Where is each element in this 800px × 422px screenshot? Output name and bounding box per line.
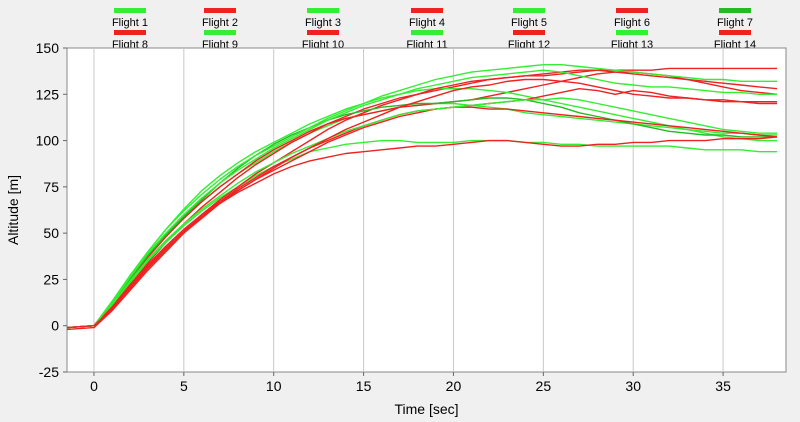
y-tick-label: 50 (43, 225, 59, 241)
y-axis-title: Altitude [m] (5, 175, 21, 245)
legend-swatch-flight-6 (616, 8, 648, 13)
x-axis-title: Time [sec] (394, 401, 458, 417)
legend-label-flight-6: Flight 6 (614, 17, 650, 29)
y-tick-label: 0 (51, 318, 59, 334)
legend-swatch-flight-14 (719, 30, 751, 35)
legend-swatch-flight-9 (204, 30, 236, 35)
x-tick-label: 15 (356, 378, 372, 394)
x-tick-label: 10 (266, 378, 282, 394)
legend-label-flight-5: Flight 5 (511, 17, 547, 29)
series-line-flight-11 (66, 97, 777, 329)
series-line-flight-6 (66, 69, 778, 329)
x-tick-label: 25 (536, 378, 552, 394)
legend-swatch-flight-4 (411, 8, 443, 13)
legend-swatch-flight-10 (307, 30, 339, 35)
series-group (66, 63, 778, 331)
legend-label-flight-3: Flight 3 (305, 17, 341, 29)
series-line-flight-13 (66, 69, 777, 329)
series-line-flight-12 (66, 136, 778, 329)
series-line-flight-3 (66, 139, 777, 329)
legend-label-flight-1: Flight 1 (112, 17, 148, 29)
x-tick-label: 20 (446, 378, 462, 394)
series-line-flight-14 (66, 78, 777, 329)
y-tick-label: 100 (36, 133, 60, 149)
y-tick-label: -25 (39, 364, 59, 380)
x-tick-label: 35 (715, 378, 731, 394)
legend-swatch-flight-11 (411, 30, 443, 35)
axes: -25 0 25 50 75 100 125 150 0 5 10 15 20 25 30 35 (36, 40, 731, 394)
x-tick-label: 0 (90, 378, 98, 394)
legend-label-flight-2: Flight 2 (202, 17, 238, 29)
y-tick-label: 75 (43, 179, 59, 195)
legend-swatch-flight-13 (616, 30, 648, 35)
legend-swatch-flight-7 (719, 8, 751, 13)
legend-swatch-flight-8 (114, 30, 146, 35)
y-tick-label: 150 (36, 40, 60, 56)
series-line-flight-5 (66, 87, 777, 329)
series-line-flight-10 (66, 87, 777, 329)
x-tick-label: 5 (180, 378, 188, 394)
legend-swatch-flight-5 (513, 8, 545, 13)
series-line-flight-9 (66, 63, 777, 329)
y-tick-label: 125 (36, 86, 60, 102)
legend-swatch-flight-2 (204, 8, 236, 13)
legend-swatch-flight-1 (114, 8, 146, 13)
legend-swatch-flight-3 (307, 8, 339, 13)
y-tick-label: 25 (43, 271, 59, 287)
x-tick-label: 30 (625, 378, 641, 394)
series-line-flight-7 (66, 97, 777, 329)
series-line-flight-2 (66, 67, 777, 329)
legend-label-flight-7: Flight 7 (717, 17, 753, 29)
legend-swatch-flight-12 (513, 30, 545, 35)
plot-area (66, 47, 787, 373)
legend-label-flight-4: Flight 4 (409, 17, 445, 29)
legend: Flight 1 Flight 2 Flight 3 Flight 4 Flight 5… (112, 8, 756, 51)
